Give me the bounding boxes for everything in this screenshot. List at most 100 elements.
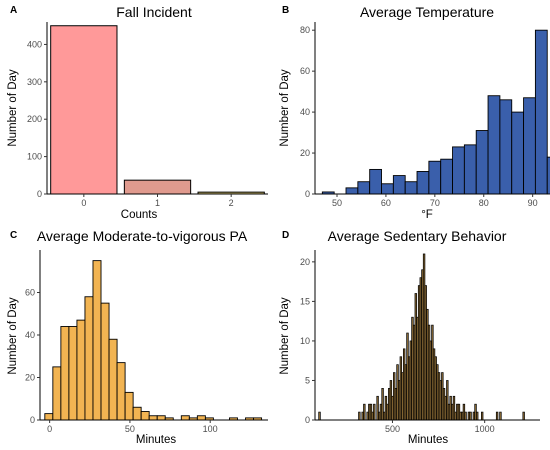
x-axis-label-d: Minutes — [408, 434, 449, 446]
y-tick-label: 15 — [300, 296, 310, 306]
histogram-bar — [499, 99, 513, 195]
histogram-bar — [404, 181, 418, 195]
panel-b: B Average Temperature °F Number of Day 0… — [279, 4, 550, 221]
x-tick-label: 0 — [47, 424, 52, 434]
histogram-bar — [132, 406, 142, 421]
histogram-bar — [522, 411, 525, 421]
x-tick-label: 1000 — [475, 424, 495, 434]
y-tick-label: 40 — [300, 107, 310, 117]
panel-label-d: D — [282, 230, 289, 241]
x-tick-label: 2 — [229, 198, 234, 208]
x-tick-label: 70 — [430, 198, 440, 208]
y-tick-label: 20 — [300, 148, 310, 158]
panel-a: A Fall Incident Counts Number of Day 010… — [7, 4, 268, 221]
histogram-bar — [464, 411, 467, 421]
histogram-bar — [495, 411, 499, 421]
histogram-bar — [318, 411, 321, 421]
y-tick-label: 300 — [27, 77, 42, 87]
histogram-bar — [452, 146, 465, 195]
histogram-bar — [84, 296, 94, 421]
histogram-bar — [92, 260, 102, 421]
x-axis-label-c: Minutes — [136, 434, 177, 446]
histogram-bar — [363, 403, 366, 421]
y-tick-label: 10 — [300, 336, 310, 346]
histogram-bar — [68, 326, 78, 421]
y-axis-label-c: Number of Day — [7, 297, 19, 375]
histogram-bar — [463, 144, 477, 195]
histogram-bar — [381, 183, 394, 195]
histogram-bar — [52, 366, 62, 421]
y-tick-label: 100 — [27, 152, 42, 162]
y-tick-label: 80 — [300, 25, 310, 35]
plot-area-a: 0 100 200 300 400 0 1 2 — [27, 22, 268, 208]
histogram-bar — [416, 171, 430, 195]
histogram-bar — [116, 362, 126, 421]
histogram-bar — [546, 156, 550, 195]
histogram-bar — [196, 415, 206, 421]
chart-title-b: Average Temperature — [360, 4, 494, 20]
histogram-bar — [148, 415, 158, 421]
histogram-bar — [76, 319, 86, 421]
chart-title-a: Fall Incident — [116, 4, 192, 20]
histogram-bar — [373, 403, 376, 421]
bar-1 — [123, 179, 192, 195]
histogram-bar — [499, 411, 502, 421]
chart-title-d: Average Sedentary Behavior — [328, 228, 507, 244]
plot-area-b: 0 20 40 60 80 50 60 70 80 90 — [300, 22, 550, 208]
histogram-bar — [100, 302, 110, 421]
y-tick-label: 0 — [305, 415, 310, 425]
plot-area-d: 0 5 10 15 20 500 1000 — [300, 250, 540, 434]
histogram-bar — [357, 181, 371, 195]
histogram-bar — [481, 411, 484, 421]
histogram-bar — [534, 29, 548, 195]
y-tick-label: 5 — [305, 375, 310, 385]
y-tick-label: 0 — [37, 189, 42, 199]
x-tick-label: 90 — [528, 198, 538, 208]
y-tick-label: 0 — [30, 415, 35, 425]
x-axis-label-a: Counts — [121, 209, 158, 221]
histogram-bar — [369, 168, 382, 195]
histogram-bar — [358, 411, 361, 421]
panel-label-c: C — [10, 230, 17, 241]
panel-c: C Average Moderate-to-vigorous PA Minute… — [7, 228, 268, 446]
panel-label-b: B — [282, 5, 289, 16]
y-tick-label: 60 — [25, 288, 35, 298]
x-tick-label: 50 — [332, 198, 342, 208]
histogram-bar — [428, 160, 442, 195]
x-tick-label: 500 — [385, 424, 400, 434]
histogram-bar — [60, 326, 70, 421]
histogram-bar — [156, 415, 166, 421]
y-tick-label: 20 — [300, 257, 310, 267]
panel-label-a: A — [10, 5, 17, 16]
histogram-bar — [469, 411, 472, 421]
x-axis-label-b: °F — [421, 209, 433, 221]
histogram-bar — [523, 97, 536, 195]
histogram-bar — [511, 111, 525, 195]
y-tick-label: 0 — [305, 189, 310, 199]
x-tick-label: 0 — [81, 198, 86, 208]
histogram-bar — [44, 413, 54, 421]
histogram-bar — [108, 338, 118, 421]
chart-title-c: Average Moderate-to-vigorous PA — [37, 228, 248, 244]
histogram-bar — [440, 158, 453, 195]
y-tick-label: 40 — [25, 330, 35, 340]
histogram-bar — [487, 95, 501, 195]
y-tick-label: 200 — [27, 114, 42, 124]
plot-area-c: 0 20 40 60 0 50 100 — [25, 250, 268, 434]
y-axis-label-d: Number of Day — [279, 297, 291, 375]
histogram-bar — [124, 391, 134, 421]
bar-0 — [50, 25, 118, 195]
histogram-bar — [392, 175, 406, 195]
y-tick-label: 60 — [300, 66, 310, 76]
y-tick-label: 400 — [27, 39, 42, 49]
x-tick-label: 1 — [155, 198, 160, 208]
x-tick-label: 100 — [203, 424, 218, 434]
panel-d: D Average Sedentary Behavior Minutes Num… — [279, 228, 540, 446]
y-axis-label-a: Number of Day — [7, 69, 19, 147]
histogram-bar — [476, 411, 479, 421]
histogram-bar — [140, 411, 150, 421]
y-axis-label-b: Number of Day — [279, 69, 291, 147]
x-tick-label: 80 — [479, 198, 489, 208]
x-tick-label: 60 — [381, 198, 391, 208]
